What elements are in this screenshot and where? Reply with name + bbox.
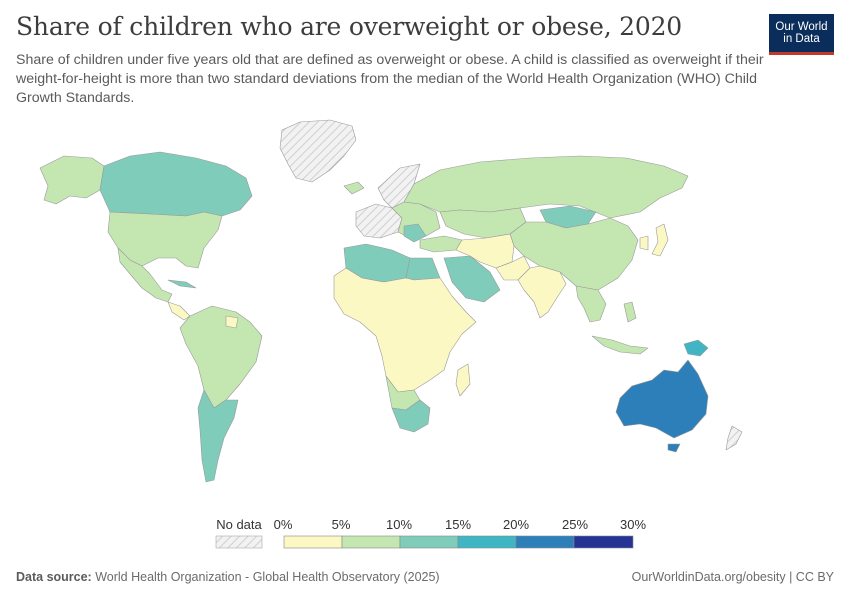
- region-guianas[interactable]: [225, 315, 239, 329]
- world-map[interactable]: [0, 108, 850, 508]
- region-southeast-asia[interactable]: [575, 285, 607, 323]
- region-australia[interactable]: [615, 359, 709, 439]
- source-block: Data source: World Health Organization -…: [16, 570, 440, 584]
- region-northern-south-america[interactable]: [179, 305, 263, 409]
- legend-bin-5[interactable]: [573, 535, 634, 549]
- legend-tick-6: 30%: [620, 517, 646, 532]
- region-south-africa[interactable]: [391, 399, 431, 433]
- region-egypt[interactable]: [405, 257, 441, 281]
- region-arabian-peninsula[interactable]: [443, 255, 501, 303]
- region-philippines[interactable]: [623, 301, 637, 323]
- region-argentina[interactable]: [197, 389, 239, 483]
- logo-line-1: Our World: [775, 20, 828, 33]
- region-greenland[interactable]: [279, 119, 357, 183]
- region-new-zealand[interactable]: [725, 425, 743, 451]
- region-cuba[interactable]: [167, 279, 197, 289]
- region-china[interactable]: [509, 217, 639, 291]
- source-label: Data source:: [16, 570, 92, 584]
- legend-bin-2[interactable]: [399, 535, 459, 549]
- region-japan[interactable]: [651, 223, 669, 257]
- legend-no-data-label: No data: [216, 517, 262, 532]
- logo-line-2: in Data: [783, 33, 820, 45]
- region-korea[interactable]: [639, 235, 649, 251]
- legend-bin-1[interactable]: [341, 535, 401, 549]
- color-legend: No data 0% 5% 10% 15% 20% 25% 30%: [215, 517, 646, 549]
- legend-tick-0: 0%: [274, 517, 293, 532]
- legend-tick-5: 25%: [562, 517, 588, 532]
- region-indonesia[interactable]: [591, 335, 649, 355]
- region-canada[interactable]: [99, 151, 253, 217]
- region-tasmania[interactable]: [667, 443, 681, 453]
- chart-title: Share of children who are overweight or …: [16, 12, 683, 41]
- legend-bin-0[interactable]: [283, 535, 343, 549]
- legend-tick-4: 20%: [503, 517, 529, 532]
- region-alaska[interactable]: [39, 155, 105, 205]
- region-papua-new-guinea[interactable]: [683, 339, 709, 357]
- region-russia[interactable]: [403, 155, 689, 219]
- footer-link[interactable]: OurWorldinData.org/obesity | CC BY: [631, 570, 834, 584]
- legend-tick-2: 10%: [386, 517, 412, 532]
- legend-tick-3: 15%: [445, 517, 471, 532]
- region-madagascar[interactable]: [455, 363, 471, 397]
- region-iceland[interactable]: [343, 181, 365, 195]
- region-balkans[interactable]: [403, 223, 427, 243]
- source-text[interactable]: World Health Organization - Global Healt…: [95, 570, 440, 584]
- chart-subtitle: Share of children under five years old t…: [16, 52, 764, 106]
- legend-tick-1: 5%: [332, 517, 351, 532]
- legend-bin-3[interactable]: [457, 535, 517, 549]
- region-turkey[interactable]: [419, 235, 463, 253]
- region-central-america[interactable]: [167, 301, 191, 321]
- region-sub-saharan-africa[interactable]: [333, 267, 477, 393]
- region-mexico[interactable]: [117, 247, 173, 303]
- owid-logo[interactable]: Our World in Data: [769, 14, 834, 55]
- legend-bin-4[interactable]: [515, 535, 575, 549]
- footer: Data source: World Health Organization -…: [16, 570, 834, 584]
- legend-no-data-swatch: [215, 535, 263, 549]
- region-india[interactable]: [517, 265, 567, 319]
